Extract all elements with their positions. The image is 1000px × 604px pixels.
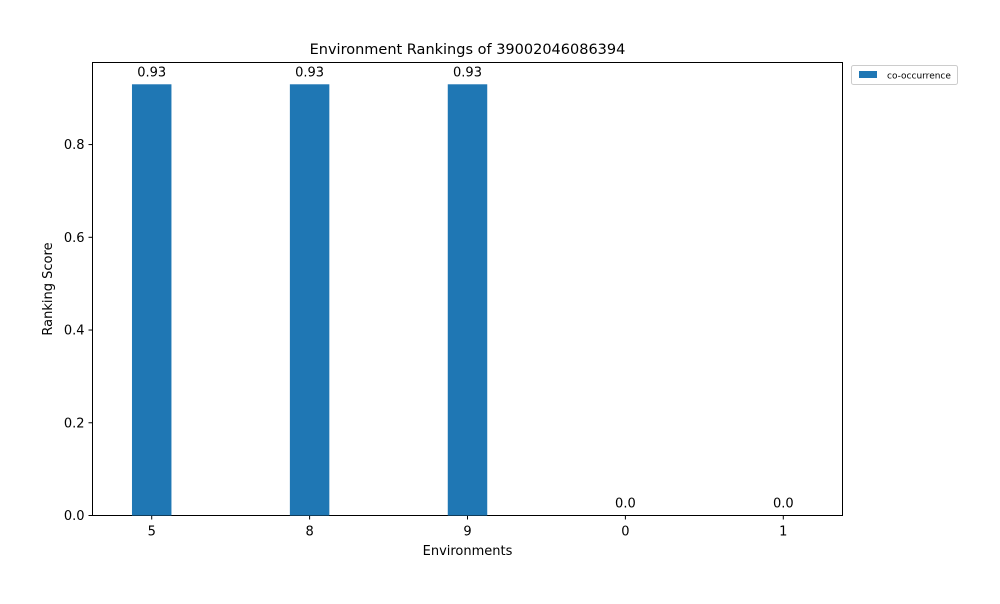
x-tick-label: 9 xyxy=(463,525,471,540)
x-tick-label: 5 xyxy=(148,525,156,540)
x-tick-label: 8 xyxy=(305,525,313,540)
bar-data-labels: 0.93 0.93 0.93 0.0 0.0 xyxy=(137,65,793,511)
x-tick-label: 0 xyxy=(621,525,629,540)
legend-frame xyxy=(851,65,958,85)
x-tick-label: 1 xyxy=(779,525,787,540)
legend: co-occurrence xyxy=(851,65,958,85)
y-tick-label: 0.8 xyxy=(64,138,85,153)
x-axis-ticks: 5 8 9 0 1 xyxy=(148,515,787,540)
y-tick-label: 0.0 xyxy=(64,509,85,524)
bar-8 xyxy=(289,84,330,516)
y-axis-ticks: 0.0 0.2 0.4 0.6 0.8 xyxy=(64,138,93,524)
bar-value-label: 0.93 xyxy=(295,65,324,80)
chart-title: Environment Rankings of 39002046086394 xyxy=(310,42,626,58)
bar-9 xyxy=(447,84,488,516)
y-tick-label: 0.6 xyxy=(64,231,85,246)
bar-5 xyxy=(131,84,172,516)
y-tick-label: 0.2 xyxy=(64,416,85,431)
bar-value-label: 0.0 xyxy=(773,497,794,512)
legend-swatch-co-occurrence xyxy=(859,71,877,78)
legend-label-co-occurrence: co-occurrence xyxy=(887,72,951,82)
bar-value-label: 0.93 xyxy=(453,65,482,80)
x-axis-label: Environments xyxy=(423,544,513,559)
y-axis-label: Ranking Score xyxy=(41,242,56,335)
bar-value-label: 0.93 xyxy=(137,65,166,80)
y-tick-label: 0.4 xyxy=(64,324,85,339)
bar-series xyxy=(131,84,488,516)
bar-value-label: 0.0 xyxy=(615,497,636,512)
